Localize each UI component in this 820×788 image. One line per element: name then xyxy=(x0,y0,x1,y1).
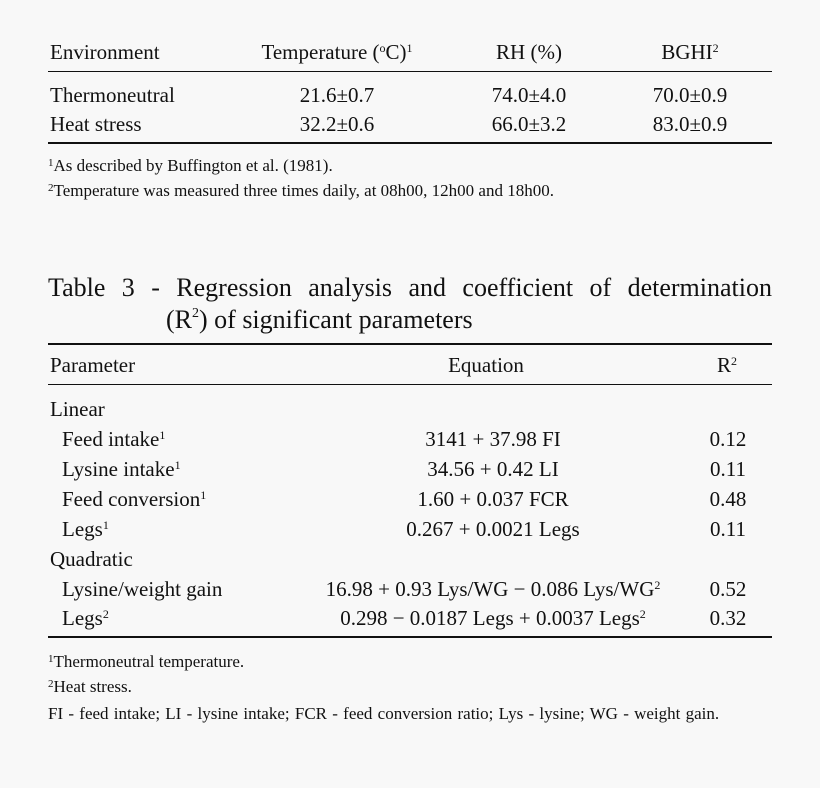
r2-cell: 0.48 xyxy=(709,487,747,511)
table3-top-rule xyxy=(48,343,772,345)
header-parameter: Parameter xyxy=(50,353,136,377)
table3-abbreviations: FI - feed intake; LI - lysine intake; FC… xyxy=(48,704,720,723)
header-equation: Equation xyxy=(448,353,524,377)
header-r2: R2 xyxy=(716,353,738,377)
table2-header-row: Environment Temperature (oC)1 RH (%) BGH… xyxy=(48,39,772,65)
table3-header-rule xyxy=(48,384,772,385)
table3-footnote-2: 2Heat stress. xyxy=(48,677,132,696)
parameter-cell: Lysine/weight gain xyxy=(62,577,223,601)
table-row: Lysine intake1 34.56 + 0.42 LI 0.11 xyxy=(48,456,772,482)
table-row: Lysine/weight gain 16.98 + 0.93 Lys/WG −… xyxy=(48,576,772,602)
table2-bottom-rule xyxy=(48,142,772,144)
parameter-cell: Legs1 xyxy=(62,517,109,541)
r2-cell: 0.32 xyxy=(709,606,747,630)
equation-cell: 0.298 − 0.0187 Legs + 0.0037 Legs2 xyxy=(340,606,646,630)
temperature-cell: 21.6±0.7 xyxy=(299,83,375,107)
r2-cell: 0.11 xyxy=(710,457,746,481)
bghi-cell: 70.0±0.9 xyxy=(652,83,728,107)
temperature-cell: 32.2±0.6 xyxy=(299,112,375,136)
equation-cell: 0.267 + 0.0021 Legs xyxy=(406,517,580,541)
header-bghi: BGHI2 xyxy=(661,40,719,64)
table-row: Feed intake1 3141 + 37.98 FI 0.12 xyxy=(48,426,772,452)
parameter-cell: Lysine intake1 xyxy=(62,457,181,481)
environment-cell: Thermoneutral xyxy=(50,83,175,107)
header-environment: Environment xyxy=(50,40,160,64)
table2-header-rule xyxy=(48,71,772,72)
parameter-cell: Feed intake1 xyxy=(62,427,166,451)
equation-cell: 3141 + 37.98 FI xyxy=(425,427,561,451)
table3-bottom-rule xyxy=(48,636,772,638)
header-temperature: Temperature (oC)1 xyxy=(261,40,413,64)
equation-cell: 1.60 + 0.037 FCR xyxy=(417,487,569,511)
table-row: Legs2 0.298 − 0.0187 Legs + 0.0037 Legs2… xyxy=(48,605,772,631)
table-row: Thermoneutral 21.6±0.7 74.0±4.0 70.0±0.9 xyxy=(48,82,772,108)
rh-cell: 74.0±4.0 xyxy=(491,83,567,107)
table3-header-row: Parameter Equation R2 xyxy=(48,352,772,378)
table2-footnote-2: 2Temperature was measured three times da… xyxy=(48,181,554,200)
table-row: Feed conversion1 1.60 + 0.037 FCR 0.48 xyxy=(48,486,772,512)
parameter-cell: Legs2 xyxy=(62,606,109,630)
table3-caption-line1: Table 3 - Regression analysis and coeffi… xyxy=(48,273,772,302)
group-label-quadratic: Quadratic xyxy=(50,547,133,571)
r2-cell: 0.52 xyxy=(709,577,747,601)
equation-cell: 34.56 + 0.42 LI xyxy=(427,457,559,481)
group-label-linear: Linear xyxy=(50,397,105,421)
header-rh: RH (%) xyxy=(496,40,562,64)
environment-cell: Heat stress xyxy=(50,112,142,136)
rh-cell: 66.0±3.2 xyxy=(491,112,567,136)
table-row: Heat stress 32.2±0.6 66.0±3.2 83.0±0.9 xyxy=(48,111,772,137)
equation-cell: 16.98 + 0.93 Lys/WG − 0.086 Lys/WG2 xyxy=(325,577,661,601)
bghi-cell: 83.0±0.9 xyxy=(652,112,728,136)
table2-footnote-1: 1As described by Buffington et al. (1981… xyxy=(48,156,333,175)
table-row: Legs1 0.267 + 0.0021 Legs 0.11 xyxy=(48,516,772,542)
table3-footnote-1: 1Thermoneutral temperature. xyxy=(48,652,245,671)
r2-cell: 0.11 xyxy=(710,517,746,541)
parameter-cell: Feed conversion1 xyxy=(62,487,207,511)
table3-caption-line2: (R2) of significant parameters xyxy=(166,305,473,334)
r2-cell: 0.12 xyxy=(709,427,747,451)
